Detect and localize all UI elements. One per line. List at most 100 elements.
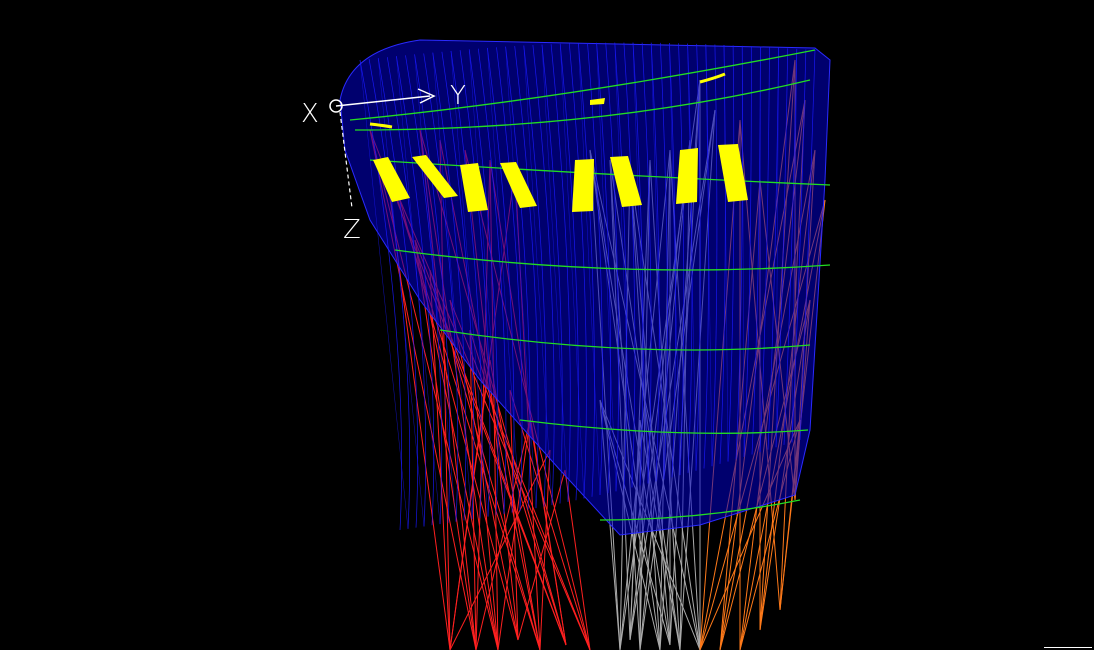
y-axis-label: Y [450, 81, 466, 111]
suspension-line-left [564, 469, 591, 650]
canopy-mesh-line [578, 43, 595, 497]
canopy-mesh-line [791, 49, 807, 443]
spanwise-rib [599, 499, 801, 521]
canopy-mesh-line [614, 42, 628, 490]
canopy-mesh-line [711, 44, 718, 467]
suspension-line-left [509, 389, 591, 650]
cell-opening [572, 159, 594, 212]
canopy-mesh-line [523, 45, 547, 507]
canopy-mesh-line [568, 43, 587, 499]
canopy-mesh-diagonal [432, 52, 473, 520]
canopy-mesh-line [587, 42, 603, 496]
canopy-mesh-diagonal [650, 42, 665, 480]
y-axis-arrowhead [417, 88, 436, 104]
canopy-mesh-line [414, 54, 451, 523]
canopy-mesh-line [496, 47, 523, 512]
canopy-mesh-diagonal [596, 42, 617, 492]
canopy-mesh [339, 39, 831, 536]
canopy-mesh-line [487, 47, 515, 513]
canopy-mesh-line [359, 59, 403, 531]
canopy-mesh-line [386, 57, 427, 527]
canopy-mesh-line [432, 52, 467, 521]
cell-opening [718, 144, 748, 202]
canopy-mesh-diagonal [614, 42, 633, 488]
canopy-mesh-diagonal [505, 46, 537, 509]
canopy-mesh-line [514, 46, 539, 509]
canopy-mesh-line [377, 58, 419, 528]
y-axis-line [335, 95, 431, 107]
viewport-corner-marker [1044, 643, 1092, 648]
canopy-surface [339, 39, 831, 536]
spanwise-rib [394, 249, 831, 271]
cell-opening [590, 98, 605, 105]
canopy-mesh-line [477, 48, 507, 514]
cell-opening [676, 148, 698, 204]
canopy-mesh-line [423, 53, 459, 522]
canopy-mesh-diagonal [359, 59, 409, 529]
canopy-mesh-line [459, 50, 491, 517]
canopy-mesh-line [532, 45, 555, 506]
canopy-mesh-diagonal [450, 50, 489, 517]
canopy-mesh-diagonal [414, 54, 457, 522]
canopy-mesh-line [641, 42, 652, 484]
canopy-mesh-diagonal [687, 43, 697, 471]
canopy-mesh-line [505, 46, 531, 510]
canopy-mesh-diagonal [559, 43, 585, 499]
canopy-mesh-diagonal [523, 45, 553, 506]
canopy-mesh-diagonal [741, 45, 745, 457]
suspension-line-left [429, 269, 451, 650]
cell-opening [500, 162, 537, 208]
spanwise-rib [349, 49, 816, 121]
canopy-mesh-line [550, 44, 571, 502]
cell-opening [412, 155, 458, 198]
cell-opening [610, 156, 642, 207]
canopy-mesh-diagonal [632, 42, 649, 484]
canopy-mesh-line [596, 42, 611, 494]
suspension-line-left [469, 329, 499, 650]
canopy-mesh-line [743, 46, 752, 457]
canopy-mesh-diagonal [705, 44, 713, 467]
canopy-mesh-line [659, 42, 668, 480]
canopy-mesh-diagonal [377, 58, 425, 527]
canopy-mesh-diagonal [541, 44, 569, 502]
canopy-mesh-diagonal [487, 47, 521, 512]
canopy-mesh-line [703, 44, 709, 469]
cell-opening [460, 163, 488, 212]
canopy-mesh-line [450, 50, 483, 518]
spanwise-rib [519, 419, 809, 434]
canopy-mesh-line [695, 43, 701, 471]
spanwise-ribs [349, 49, 831, 521]
suspension-line-left [449, 449, 551, 650]
canopy-mesh-line [759, 47, 770, 453]
canopy-mesh-diagonal [669, 43, 681, 476]
cell-opening [373, 157, 410, 202]
x-axis-label: X [301, 99, 319, 129]
canopy-mesh-line [559, 43, 579, 501]
canopy-mesh-line [605, 42, 620, 492]
canopy-mesh-line [669, 43, 676, 478]
suspension-line-left [497, 419, 531, 650]
suspension-line-left [489, 359, 541, 650]
canopy-mesh-line [727, 45, 735, 462]
canopy-mesh-line [441, 51, 475, 520]
canopy-mesh-diagonal [775, 47, 779, 448]
canopy-mesh-diagonal [396, 56, 441, 525]
canopy-mesh-diagonal [791, 48, 798, 443]
canopy-mesh-diagonal [723, 44, 729, 462]
axis-triad: X Y Z [301, 81, 466, 245]
suspension-line-left [475, 419, 531, 650]
leading-edge-highlight [699, 72, 726, 84]
canopy-mesh-line [541, 44, 563, 504]
spanwise-rib [439, 329, 811, 351]
suspension-line-left [449, 299, 519, 641]
canopy-mesh-line [468, 49, 499, 516]
spanwise-rib [354, 79, 811, 131]
canopy-mesh-line [678, 43, 685, 476]
canopy-mesh-line [799, 49, 816, 441]
cell-openings [369, 72, 748, 212]
z-axis-label: Z [343, 215, 361, 245]
z-axis-line [339, 111, 353, 209]
leading-edge-highlight [369, 122, 393, 129]
suspension-line-left [517, 469, 566, 641]
